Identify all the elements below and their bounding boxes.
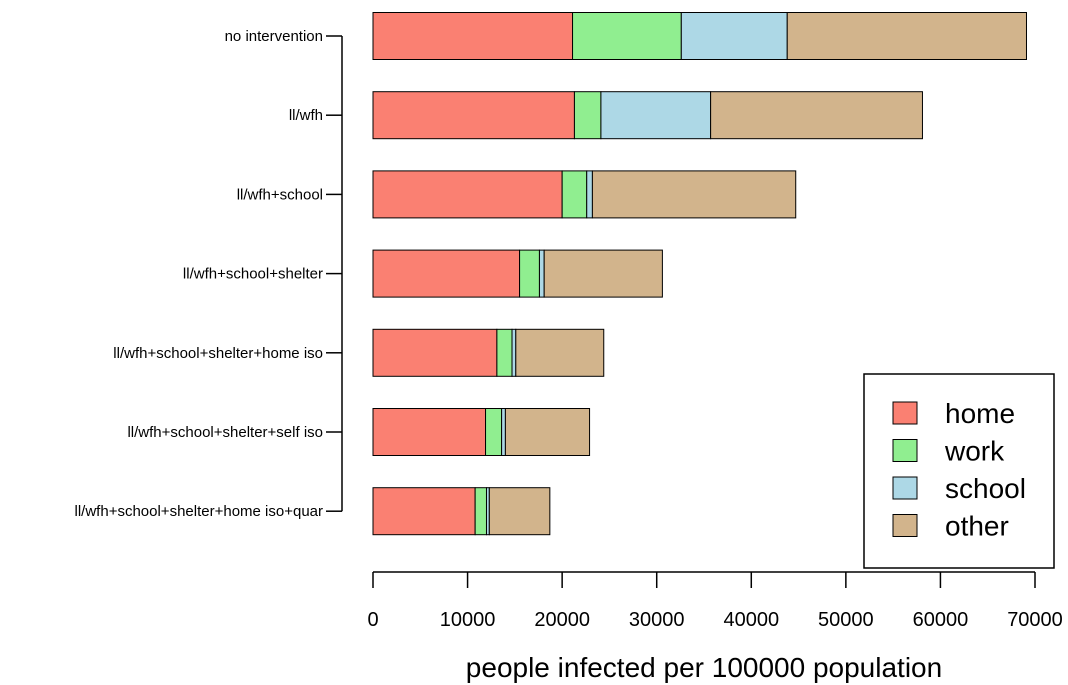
bar-segment-school	[511, 328, 517, 377]
x-tick-label: 60000	[913, 609, 969, 631]
bar-segment-work	[519, 249, 540, 298]
bar-segment-other	[710, 91, 923, 140]
x-tick-label: 20000	[534, 609, 590, 631]
bar-segment-home	[372, 328, 498, 377]
bar-segment-work	[561, 170, 588, 219]
y-tick-label: no intervention	[225, 28, 323, 45]
bar-segment-school	[586, 170, 593, 219]
x-tick-label: 10000	[440, 609, 496, 631]
bar-segment-work	[573, 91, 602, 140]
bar-segment-home	[372, 249, 521, 298]
bar-segment-other	[504, 408, 591, 456]
bar-segment-work	[474, 487, 487, 536]
legend-swatch-work	[892, 439, 918, 462]
y-axis: no intervention ll/wfh ll/wfh+school ll/wfh…	[75, 28, 343, 520]
bar-segment-work	[572, 12, 682, 60]
bar-segment-other	[515, 328, 605, 377]
bar-segment-other	[591, 170, 797, 219]
x-tick-label: 30000	[629, 609, 685, 631]
x-tick-label: 50000	[818, 609, 874, 631]
y-tick-label: ll/wfh	[289, 107, 323, 124]
legend-label-school: school	[945, 473, 1026, 504]
y-tick-label: ll/wfh+school+shelter	[183, 266, 323, 283]
y-tick-label: ll/wfh+school+shelter+home iso	[113, 345, 323, 362]
bar-segment-other	[488, 487, 551, 536]
bar-segment-home	[372, 91, 575, 140]
legend-swatch-school	[892, 476, 918, 500]
bar-segment-other	[543, 249, 663, 298]
bar-segment-school	[600, 91, 712, 140]
y-tick-label: ll/wfh+school+shelter+home iso+quar	[75, 503, 323, 520]
y-tick-label: ll/wfh+school+shelter+self iso	[127, 424, 323, 441]
x-axis: 0 10000 20000 30000 40000 50000 60000 70000	[367, 571, 1063, 631]
x-tick-label: 40000	[723, 609, 779, 631]
bar-segment-home	[372, 408, 487, 456]
bar-segment-home	[372, 487, 476, 536]
x-axis-title: people infected per 100000 population	[466, 652, 942, 683]
legend-label-home: home	[945, 398, 1015, 429]
bar-segment-home	[372, 12, 574, 60]
bar-segment-school	[501, 408, 506, 456]
legend-label-other: other	[945, 511, 1009, 542]
legend: home work school other	[863, 373, 1055, 569]
bar-segment-school	[538, 249, 545, 298]
legend-swatch-home	[892, 401, 918, 425]
bar-segment-work	[496, 328, 513, 377]
legend-label-work: work	[944, 436, 1005, 467]
legend-swatch-other	[892, 514, 918, 537]
bar-segment-school	[680, 12, 788, 60]
y-tick-label: ll/wfh+school	[237, 186, 323, 203]
x-tick-label: 70000	[1007, 609, 1063, 631]
bar-segment-work	[485, 408, 503, 456]
x-tick-label: 0	[367, 609, 378, 631]
bar-segment-other	[786, 12, 1027, 60]
bar-segment-home	[372, 170, 563, 219]
bars-layer	[372, 12, 1027, 536]
